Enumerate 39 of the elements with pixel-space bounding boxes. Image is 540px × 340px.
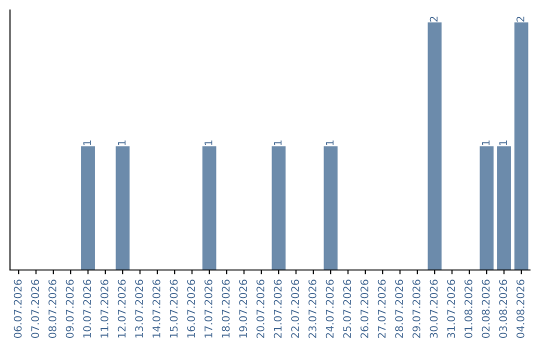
x-tick-label: 28.07.2026: [395, 280, 404, 338]
data-label: 1: [499, 140, 507, 146]
x-tick-label: 21.07.2026: [274, 280, 282, 338]
x-tick-label: 29.07.2026: [412, 280, 420, 338]
x-tick-label: 30.07.2026: [430, 280, 438, 338]
x-tick-label: 27.07.2026: [378, 280, 386, 338]
x-tick-label: 06.07.2026: [14, 280, 22, 338]
x-tick-label: 15.07.2026: [170, 280, 178, 338]
data-label: 1: [204, 140, 212, 146]
x-tick-label: 07.07.2026: [31, 280, 40, 338]
x-tick-label: 01.08.2026: [464, 280, 472, 338]
x-tick-label: 19.07.2026: [239, 280, 248, 338]
x-tick-label: 18.07.2026: [222, 280, 230, 338]
x-tick-label: 12.07.2026: [118, 280, 126, 338]
x-tick-label: 08.07.2026: [48, 280, 56, 338]
x-tick-label: 11.07.2026: [100, 280, 108, 338]
data-label: 1: [326, 140, 334, 146]
x-tick-label: 03.08.2026: [499, 280, 508, 338]
x-tick-label: 09.07.2026: [66, 280, 74, 338]
data-label: 2: [430, 16, 438, 22]
x-tick-label: 20.07.2026: [256, 280, 264, 338]
x-tick-label: 31.07.2026: [447, 280, 456, 338]
x-tick-label: 02.08.2026: [482, 280, 490, 338]
x-tick-label: 04.08.2026: [516, 280, 524, 338]
data-label: 1: [118, 140, 126, 146]
x-tick-label: 22.07.2026: [291, 280, 300, 338]
x-tick-label: 16.07.2026: [187, 280, 196, 338]
x-tick-label: 23.07.2026: [308, 280, 316, 338]
data-label: 1: [274, 140, 282, 146]
x-tick-label: 10.07.2026: [83, 280, 92, 338]
data-label: 1: [482, 140, 490, 146]
x-tick-label: 26.07.2026: [360, 280, 368, 338]
x-tick-label: 13.07.2026: [135, 280, 144, 338]
x-tick-label: 14.07.2026: [152, 280, 160, 338]
x-tick-label: 24.07.2026: [326, 280, 334, 338]
data-label: 1: [83, 140, 91, 146]
x-tick-label: 17.07.2026: [204, 280, 212, 338]
x-tick-label: 25.07.2026: [343, 280, 352, 338]
data-label: 2: [516, 16, 524, 22]
